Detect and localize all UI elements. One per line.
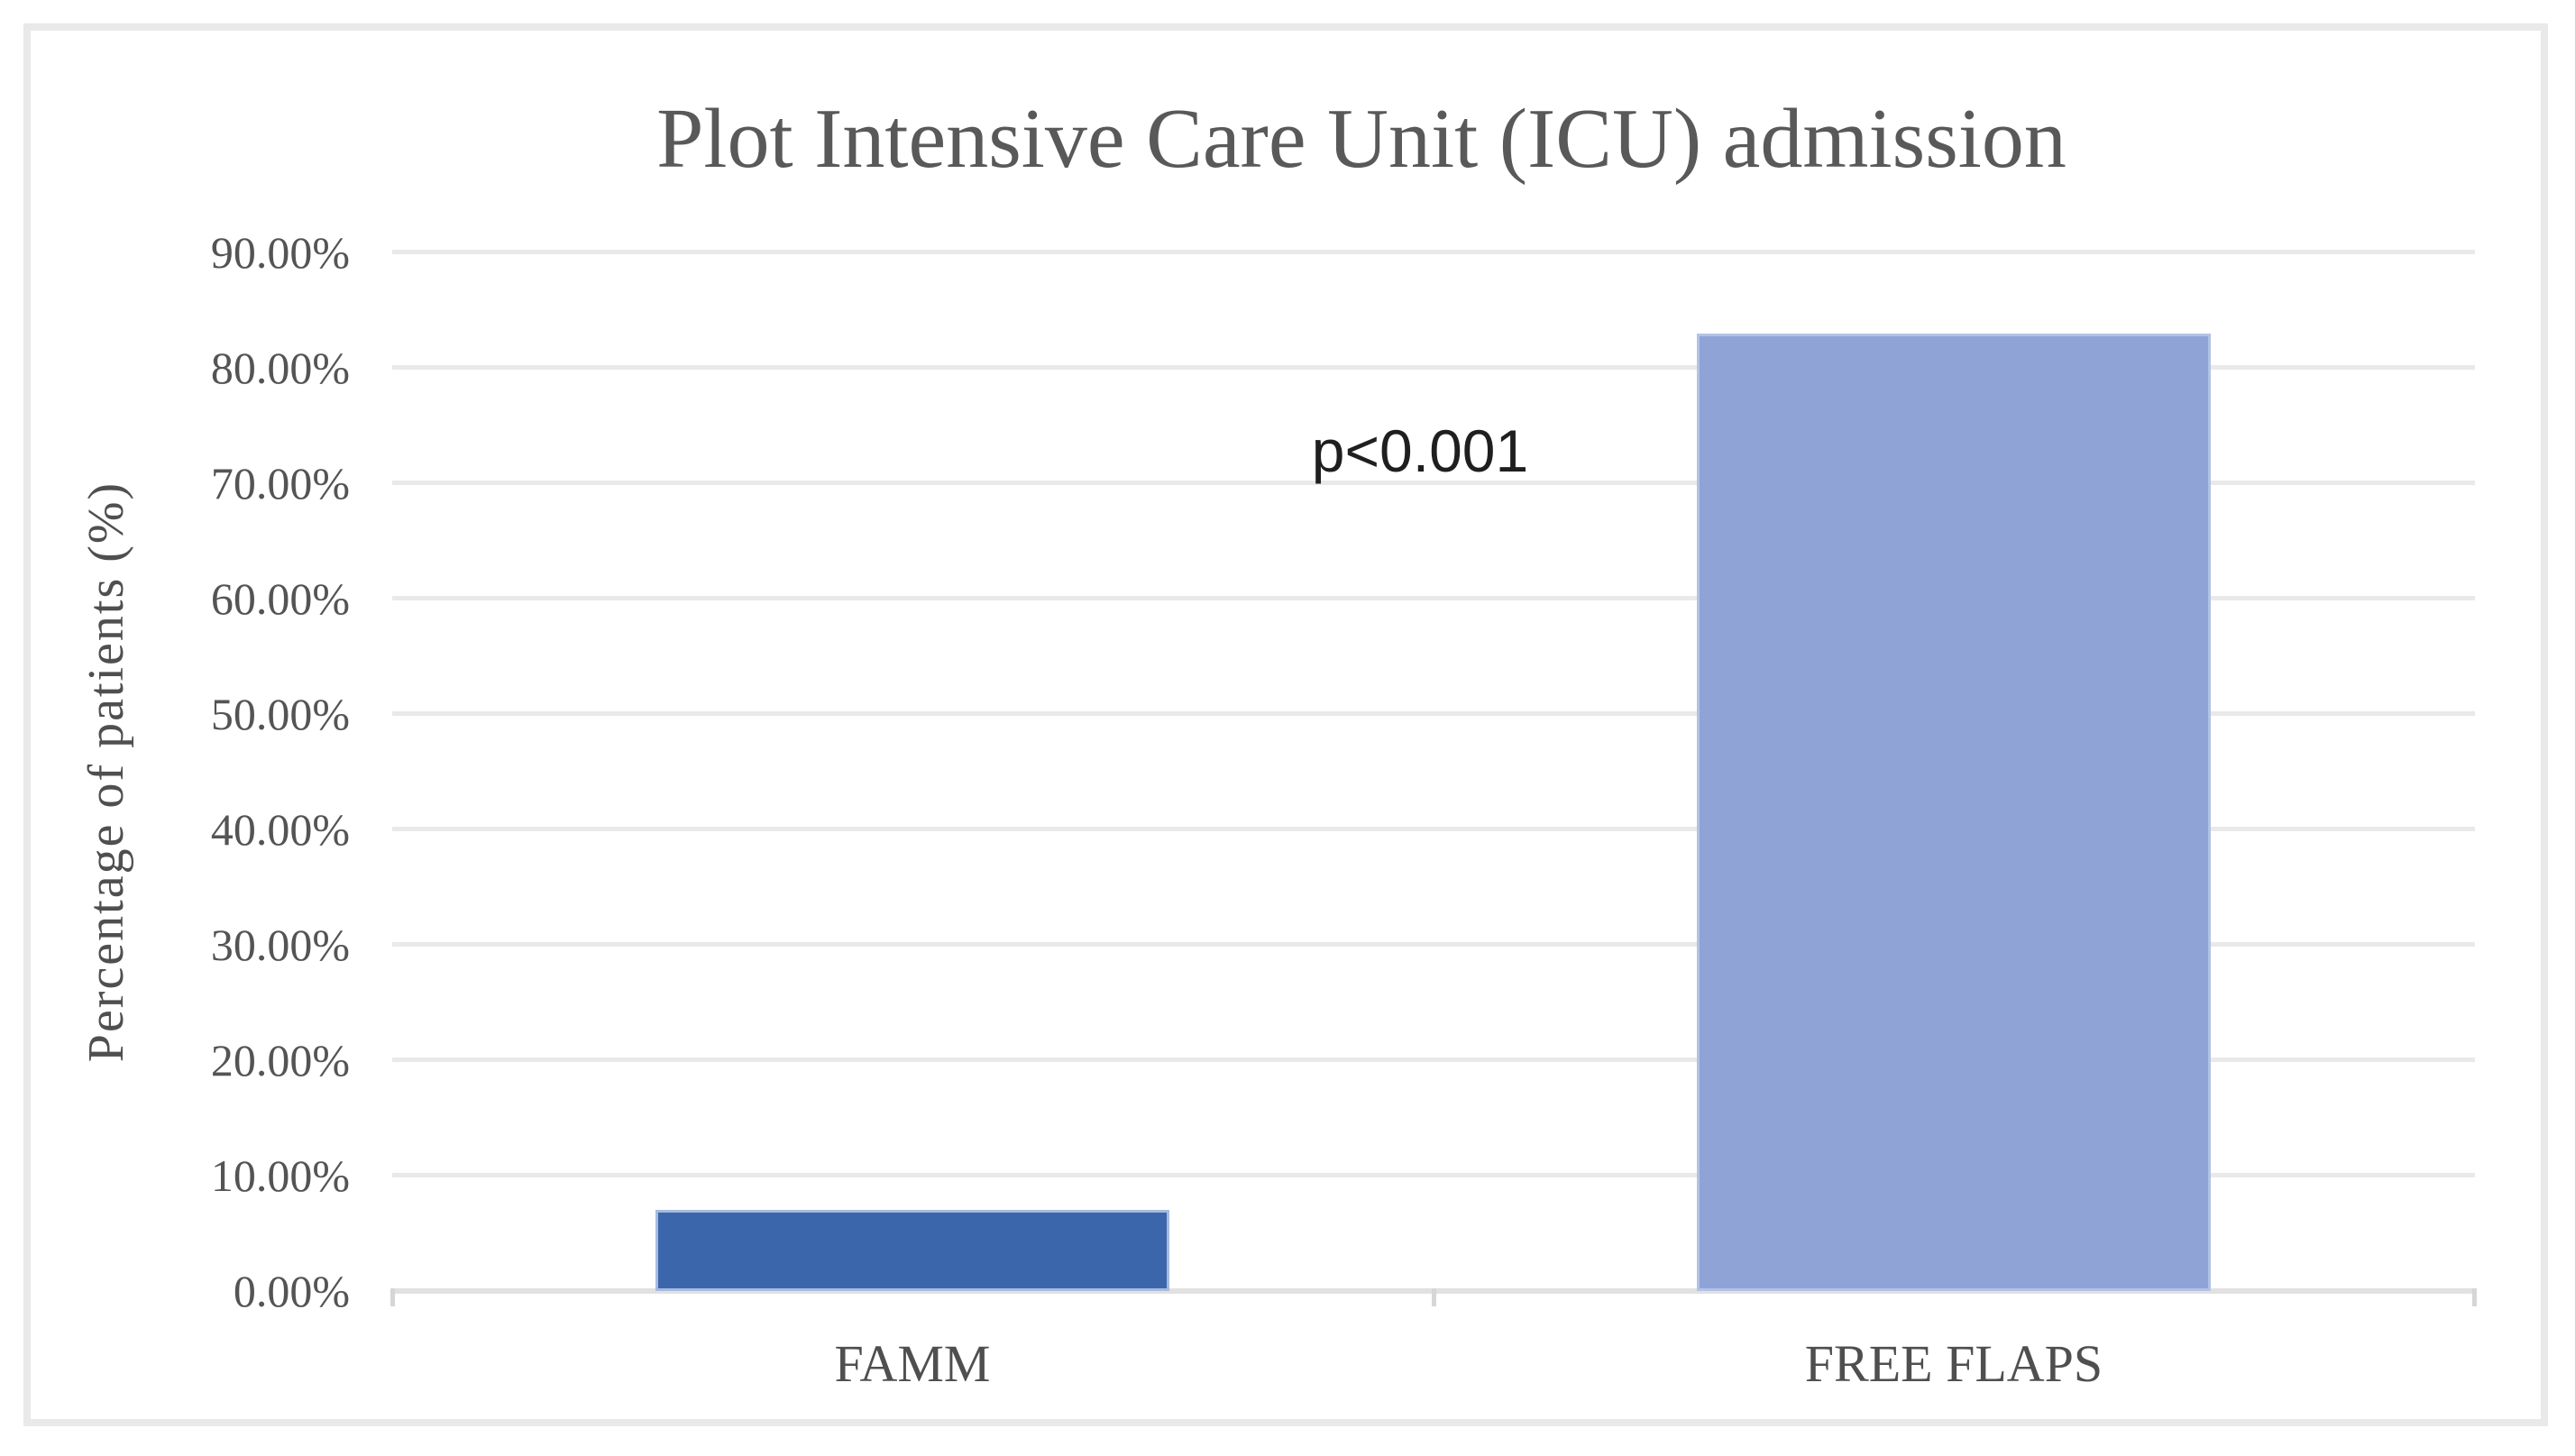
y-tick-label: 10.00% bbox=[210, 1150, 350, 1201]
x-axis-tick bbox=[390, 1288, 395, 1306]
category-label-free-flaps: FREE FLAPS bbox=[1804, 1334, 2103, 1393]
y-tick-label: 70.00% bbox=[210, 458, 350, 508]
gridline bbox=[392, 596, 2475, 600]
x-axis-tick bbox=[1432, 1288, 1436, 1306]
chart-title: Plot Intensive Care Unit (ICU) admission bbox=[656, 92, 2066, 186]
gridline bbox=[392, 1173, 2475, 1177]
p-value-annotation: p<0.001 bbox=[1311, 417, 1529, 484]
gridline bbox=[392, 481, 2475, 485]
y-tick-label: 50.00% bbox=[210, 689, 350, 739]
gridline bbox=[392, 1058, 2475, 1062]
bar-free-flaps bbox=[1697, 334, 2211, 1291]
x-axis-tick bbox=[2472, 1288, 2477, 1306]
gridline bbox=[392, 711, 2475, 716]
gridline bbox=[392, 365, 2475, 370]
y-tick-label: 60.00% bbox=[210, 573, 350, 624]
y-tick-label: 0.00% bbox=[233, 1266, 350, 1316]
category-label-famm: FAMM bbox=[834, 1334, 991, 1393]
bar-famm bbox=[655, 1210, 1169, 1291]
chart-border bbox=[23, 23, 2548, 1426]
y-tick-label: 90.00% bbox=[210, 227, 350, 278]
y-tick-label: 40.00% bbox=[210, 804, 350, 855]
gridline bbox=[392, 250, 2475, 254]
y-tick-label: 20.00% bbox=[210, 1035, 350, 1085]
y-tick-label: 80.00% bbox=[210, 343, 350, 393]
gridline bbox=[392, 827, 2475, 831]
gridline bbox=[392, 942, 2475, 947]
y-tick-label: 30.00% bbox=[210, 920, 350, 970]
